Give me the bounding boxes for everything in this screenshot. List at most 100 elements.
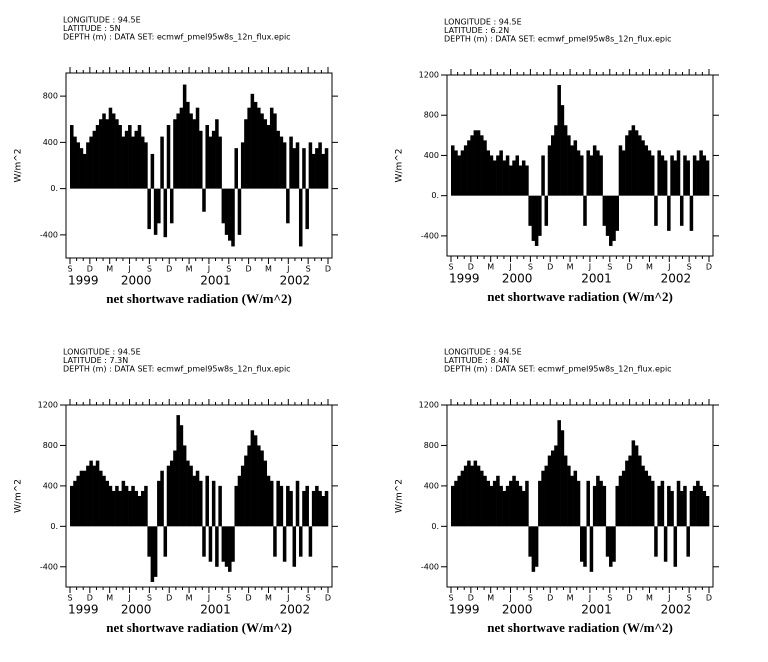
month-label: D [325, 265, 331, 274]
bar [160, 470, 164, 527]
bar [157, 188, 161, 224]
y-tick-label: 0. [431, 191, 439, 200]
bar [153, 188, 158, 235]
bar [244, 455, 248, 527]
y-axis-label: W/m^2 [395, 479, 405, 513]
bar [628, 130, 632, 196]
bar [605, 526, 610, 557]
bar [486, 150, 490, 196]
month-label: S [448, 594, 453, 603]
bar [263, 460, 268, 527]
bar [509, 480, 513, 527]
bar [470, 465, 474, 527]
header-line: DEPTH (m) : DATA SET: ecmwf_pmel95w8s_12… [444, 365, 672, 374]
bar [228, 188, 232, 241]
x-axis-label: net shortwave radiation (W/m^2) [487, 289, 673, 304]
bar [663, 526, 668, 562]
month-label: S [226, 265, 231, 274]
y-tick-label: 1200 [419, 401, 439, 410]
bar [615, 485, 619, 527]
bar [150, 526, 155, 582]
bar [550, 450, 555, 527]
month-label: S [147, 265, 152, 274]
bar [528, 195, 532, 226]
bar [186, 101, 190, 189]
year-label: 2001 [200, 603, 231, 617]
bar [257, 107, 261, 189]
bar [244, 119, 248, 189]
bar [679, 195, 684, 226]
bar [237, 188, 242, 235]
bar [647, 475, 652, 527]
bar [92, 130, 97, 189]
bar [541, 155, 545, 196]
month-label: J [127, 265, 130, 274]
bar [192, 475, 197, 527]
bar [289, 136, 293, 189]
bar [463, 145, 468, 196]
y-tick-label: 800 [43, 441, 58, 450]
bar [621, 470, 626, 527]
month-label: J [588, 263, 591, 272]
bar [702, 490, 707, 527]
bar [625, 460, 629, 527]
bar [538, 195, 542, 236]
bar [521, 160, 526, 196]
x-axis-label: net shortwave radiation (W/m^2) [487, 620, 673, 635]
bar [105, 119, 109, 189]
bar [541, 470, 545, 527]
bar [211, 480, 216, 527]
bar [512, 160, 516, 196]
month-label: D [246, 265, 252, 274]
bar [121, 480, 126, 527]
bar [534, 526, 539, 567]
bar [573, 470, 578, 527]
bar [538, 480, 542, 527]
bar [137, 125, 142, 189]
month-label: D [627, 263, 633, 272]
bar [502, 490, 507, 527]
bar [253, 101, 258, 189]
month-label: S [147, 594, 152, 603]
month-label: S [687, 263, 692, 272]
bar [231, 526, 235, 562]
header-line: LATITUDE : 7.3N [63, 356, 128, 365]
bar [276, 130, 280, 189]
month-label: D [325, 594, 331, 603]
bar [499, 150, 503, 196]
bar [557, 420, 561, 527]
plot-frame [446, 74, 714, 257]
bar [515, 480, 520, 527]
bar [583, 526, 587, 567]
bar [499, 485, 503, 527]
month-label: D [246, 594, 252, 603]
month-label: M [567, 263, 574, 272]
bar [166, 465, 171, 527]
bar [650, 155, 655, 196]
bar [208, 136, 213, 189]
bar [521, 490, 526, 527]
month-label: M [106, 265, 113, 274]
year-label: 1999 [68, 274, 99, 288]
month-label: M [265, 594, 272, 603]
bar [195, 470, 200, 527]
bar [102, 113, 106, 189]
plot-frame [65, 404, 333, 588]
bar [634, 445, 639, 527]
bar [118, 490, 122, 527]
bar [496, 475, 500, 527]
bar [638, 455, 642, 527]
month-label: M [186, 265, 193, 274]
month-label: D [547, 263, 553, 272]
bar [460, 150, 465, 196]
bar [292, 526, 297, 567]
header-line: DEPTH (m) : DATA SET: ecmwf_pmel95w8s_12… [63, 365, 291, 374]
bar [583, 195, 587, 226]
bar [228, 526, 232, 572]
month-label: M [487, 594, 494, 603]
year-label: 2001 [200, 274, 231, 288]
month-label: S [67, 594, 72, 603]
bar [131, 485, 135, 527]
bar [457, 155, 461, 196]
